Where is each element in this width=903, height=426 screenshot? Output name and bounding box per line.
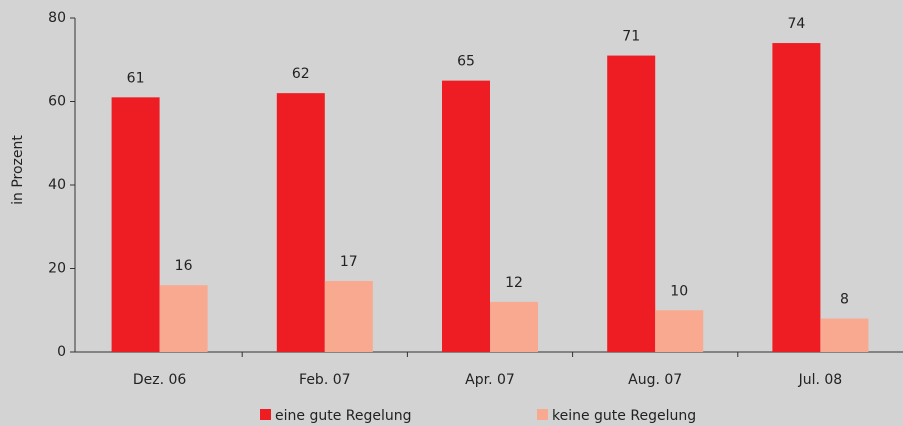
legend-label: eine gute Regelung (275, 408, 412, 424)
y-tick-label: 0 (57, 344, 66, 360)
value-label: 12 (505, 275, 523, 291)
x-tick-label: Dez. 06 (133, 372, 187, 388)
bar (111, 97, 160, 352)
value-label: 62 (292, 66, 310, 82)
y-tick-label: 80 (48, 10, 66, 26)
value-label: 74 (787, 16, 805, 32)
value-label: 8 (840, 292, 849, 308)
bar (442, 80, 490, 352)
value-label: 71 (622, 29, 640, 45)
value-label: 10 (670, 283, 688, 299)
y-axis-label: in Prozent (10, 135, 26, 205)
legend-swatch (537, 409, 548, 420)
y-tick-label: 60 (48, 94, 66, 110)
value-label: 16 (175, 258, 193, 274)
value-label: 65 (457, 54, 475, 70)
bar (607, 55, 656, 352)
bar (159, 285, 208, 352)
x-tick-label: Feb. 07 (299, 372, 351, 388)
bar (276, 93, 325, 353)
x-tick-label: Aug. 07 (628, 372, 682, 388)
bar (324, 281, 373, 352)
bar (772, 43, 821, 353)
bar (490, 301, 538, 352)
y-tick-label: 20 (48, 261, 66, 277)
x-tick-label: Apr. 07 (465, 372, 515, 388)
legend-label: keine gute Regelung (552, 408, 696, 424)
bar (820, 318, 869, 352)
value-label: 17 (340, 254, 358, 270)
y-tick-label: 40 (48, 177, 66, 193)
x-tick-label: Jul. 08 (798, 372, 843, 388)
legend-swatch (260, 409, 271, 420)
value-label: 61 (127, 70, 145, 86)
bar (655, 310, 704, 352)
